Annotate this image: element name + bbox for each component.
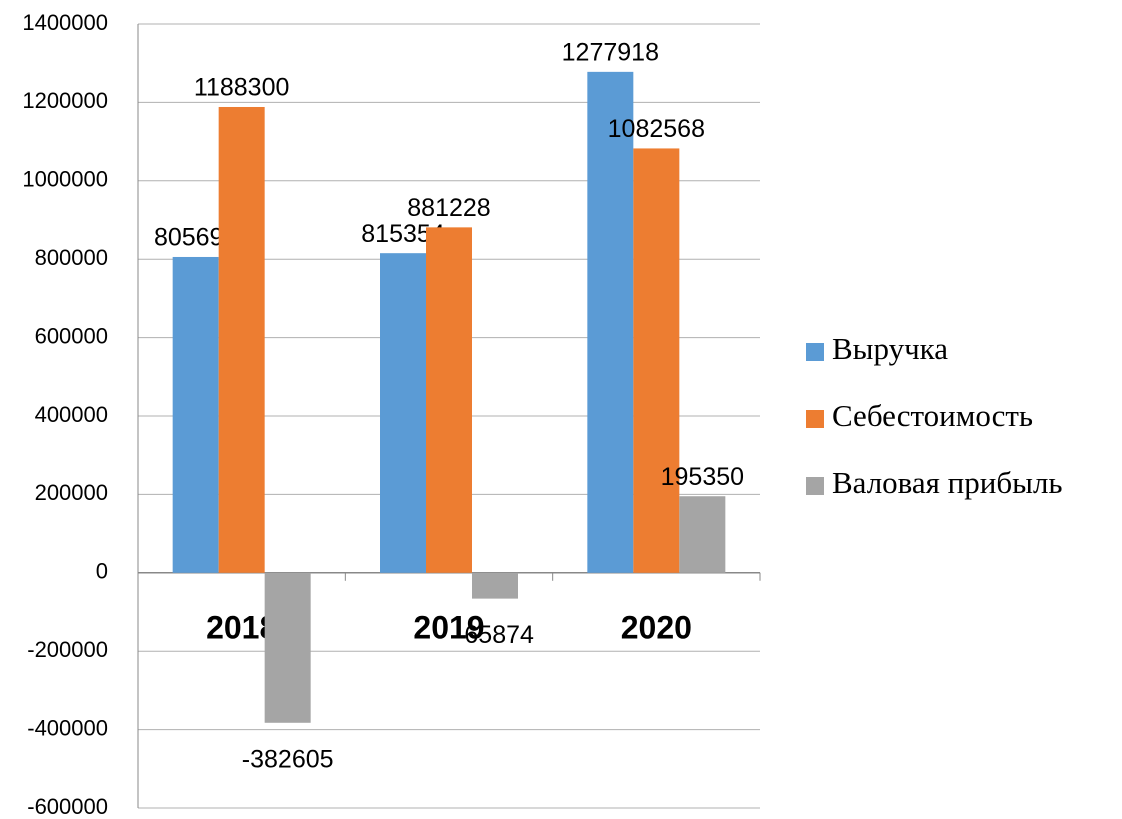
legend-marker [806, 343, 824, 361]
legend-label: Валовая прибыль [832, 465, 1063, 500]
x-tick-label: 2020 [621, 609, 692, 645]
legend-marker [806, 477, 824, 495]
y-tick-label: 1200000 [22, 88, 108, 113]
bar [218, 106, 265, 573]
bar [587, 71, 634, 573]
legend-label: Себестоимость [832, 398, 1033, 433]
data-label: -65874 [456, 621, 534, 649]
y-tick-label: -200000 [27, 637, 108, 662]
y-tick-label: -600000 [27, 794, 108, 819]
data-label: 195350 [661, 463, 744, 491]
data-label: 1082568 [608, 115, 705, 143]
data-label: -382605 [242, 745, 334, 773]
data-label: 1188300 [194, 74, 289, 102]
bar [380, 253, 426, 573]
x-tick-label: 2019 [413, 609, 484, 645]
bar [633, 148, 680, 573]
data-label: 1277918 [562, 38, 659, 66]
y-tick-label: 800000 [35, 245, 108, 270]
bar [264, 572, 311, 723]
bar [472, 572, 518, 599]
bar [679, 496, 726, 573]
y-tick-label: 600000 [35, 323, 108, 348]
data-label: 881228 [407, 194, 490, 222]
y-tick-label: 400000 [35, 402, 108, 427]
bar [172, 256, 219, 573]
bar [426, 227, 472, 573]
legend-marker [806, 410, 824, 428]
y-tick-label: 1400000 [22, 10, 108, 35]
y-tick-label: 1000000 [22, 167, 108, 192]
legend-label: Выручка [832, 331, 948, 366]
y-tick-label: -400000 [27, 715, 108, 740]
y-tick-label: 200000 [35, 480, 108, 505]
y-tick-label: 0 [96, 559, 108, 584]
